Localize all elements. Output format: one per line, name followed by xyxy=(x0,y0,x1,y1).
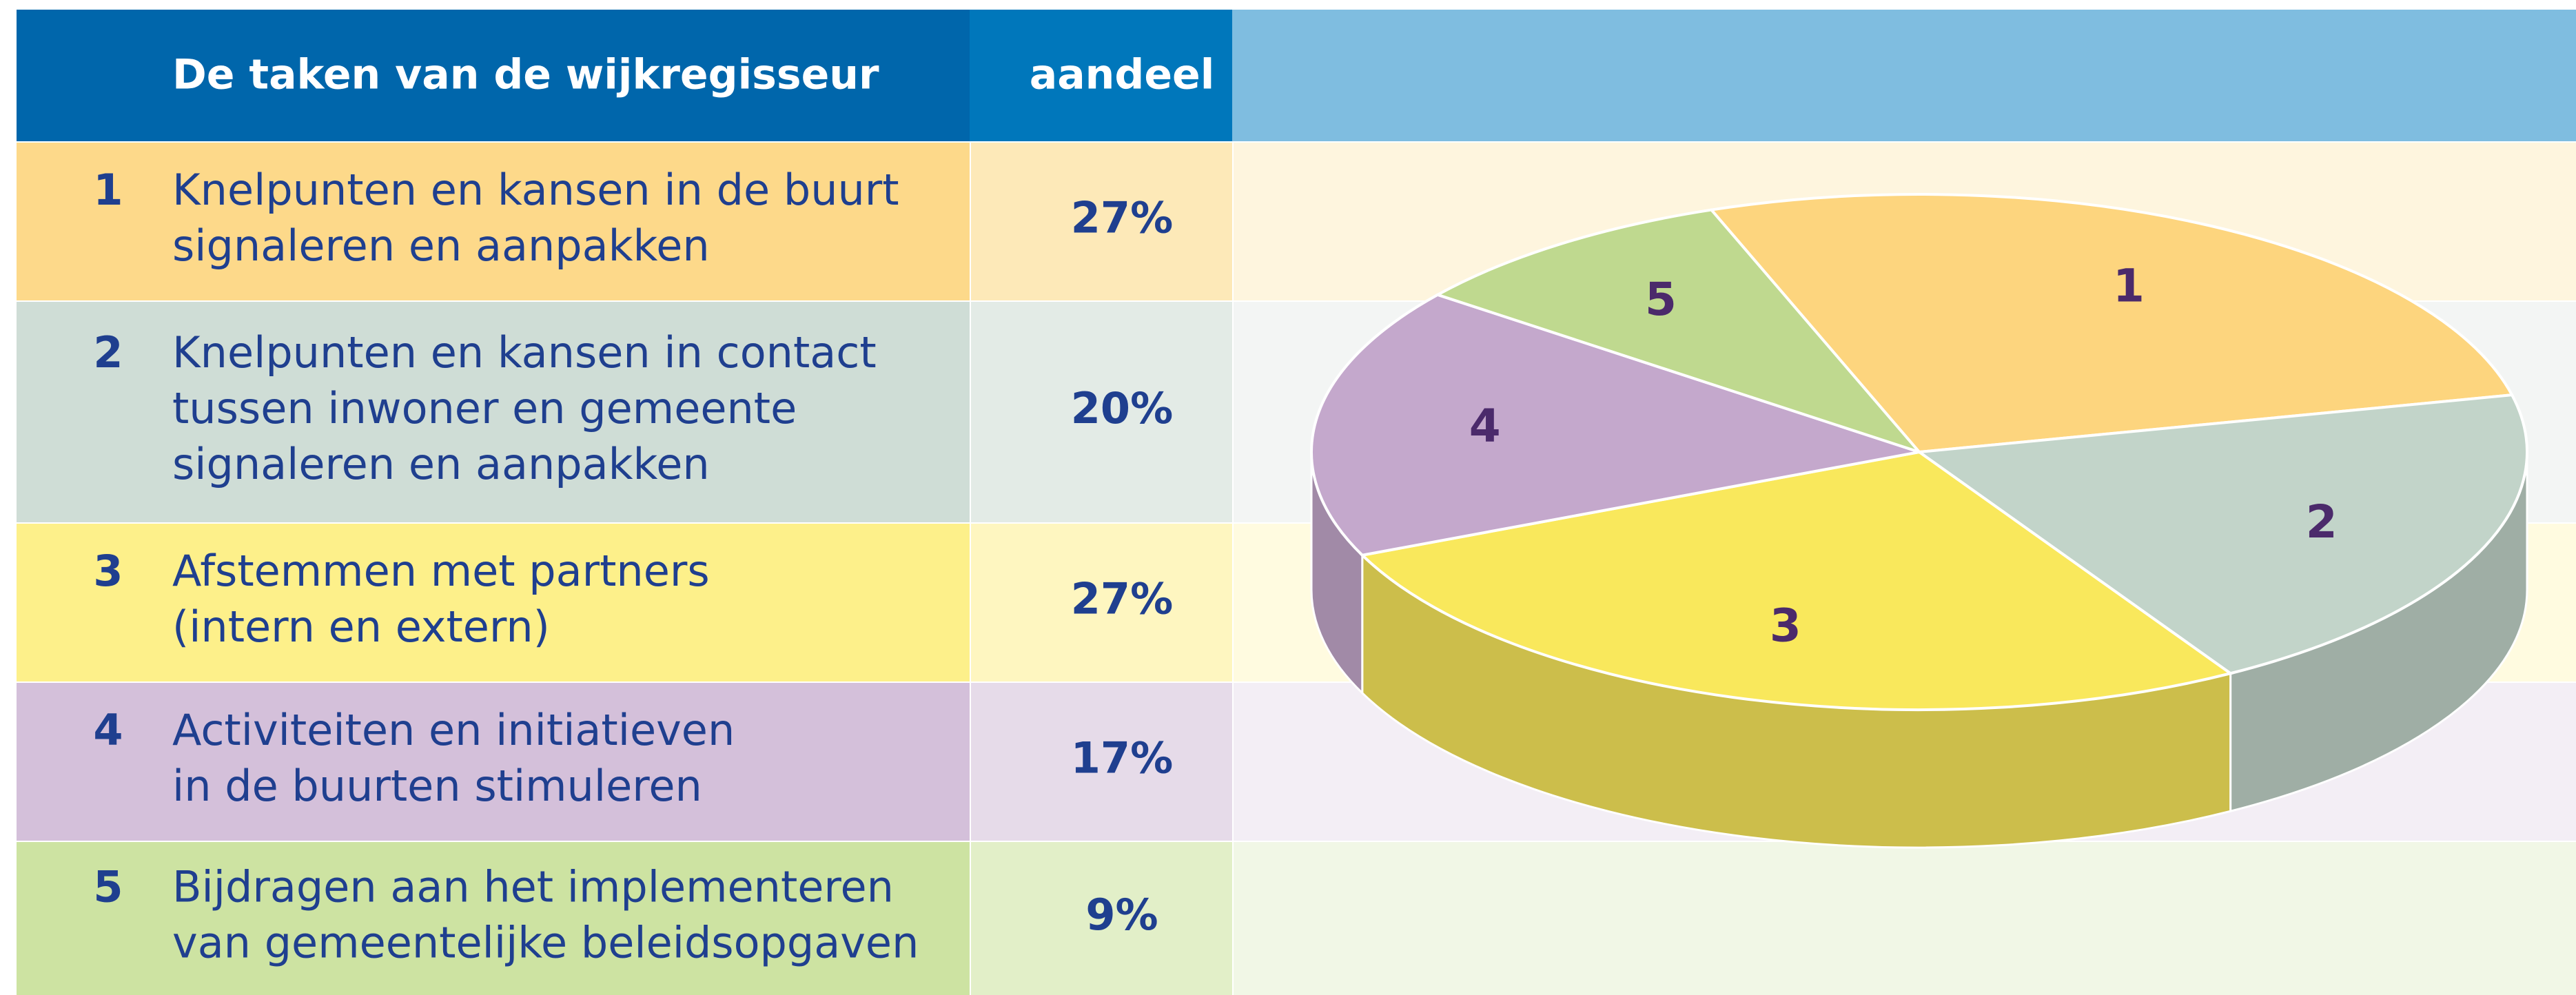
row-cell xyxy=(1234,842,2576,995)
pie-slice xyxy=(1310,293,1920,557)
row-cell xyxy=(971,842,1232,995)
share-value: 9% xyxy=(1085,890,1158,940)
row-number: 1 xyxy=(93,165,123,215)
share-value: 20% xyxy=(1071,383,1173,433)
header-cell xyxy=(17,10,970,141)
header-share: aandeel xyxy=(1030,51,1215,99)
task-text: in de buurten stimuleren xyxy=(172,761,702,811)
row-cell xyxy=(971,683,1232,841)
pie-slice xyxy=(1434,208,1924,455)
pie-slice xyxy=(1359,450,2234,711)
row-cell xyxy=(17,524,970,681)
pie-label: 5 xyxy=(1645,273,1677,326)
row-number: 2 xyxy=(93,327,123,378)
header-cell xyxy=(1232,10,2576,141)
row-cell xyxy=(971,302,1232,522)
row-cell xyxy=(17,143,970,300)
header-title: De taken van de wijkregisseur xyxy=(172,51,879,99)
row-cell xyxy=(971,143,1232,300)
pie-slice xyxy=(1708,193,2515,454)
row-cell xyxy=(17,683,970,841)
task-text: Bijdragen aan het implementeren xyxy=(172,862,894,912)
pie-slice xyxy=(1915,393,2528,675)
task-text: Knelpunten en kansen in de buurt xyxy=(172,165,899,215)
row-number: 3 xyxy=(93,546,123,596)
row-cell xyxy=(17,842,970,995)
row-number: 5 xyxy=(93,862,123,912)
task-text: tussen inwoner en gemeente xyxy=(172,383,797,433)
row-cell xyxy=(17,302,970,522)
pie-label: 2 xyxy=(2306,495,2338,548)
row-number: 4 xyxy=(93,705,123,755)
pie-label: 4 xyxy=(1469,400,1501,453)
task-text: van gemeentelijke beleidsopgaven xyxy=(172,918,919,968)
task-text: (intern en extern) xyxy=(172,602,550,652)
task-text: Afstemmen met partners xyxy=(172,546,710,596)
task-text: signaleren en aanpakken xyxy=(172,439,710,489)
share-value: 17% xyxy=(1071,733,1173,783)
header-cell xyxy=(970,10,1232,141)
task-text: Activiteiten en initiatieven xyxy=(172,705,735,755)
share-value: 27% xyxy=(1071,574,1173,624)
pie-label: 1 xyxy=(2113,260,2145,313)
pie-label: 3 xyxy=(1770,599,1801,652)
task-text: Knelpunten en kansen in contact xyxy=(172,327,877,378)
row-cell xyxy=(971,524,1232,681)
share-value: 27% xyxy=(1071,193,1173,243)
task-text: signaleren en aanpakken xyxy=(172,220,710,271)
